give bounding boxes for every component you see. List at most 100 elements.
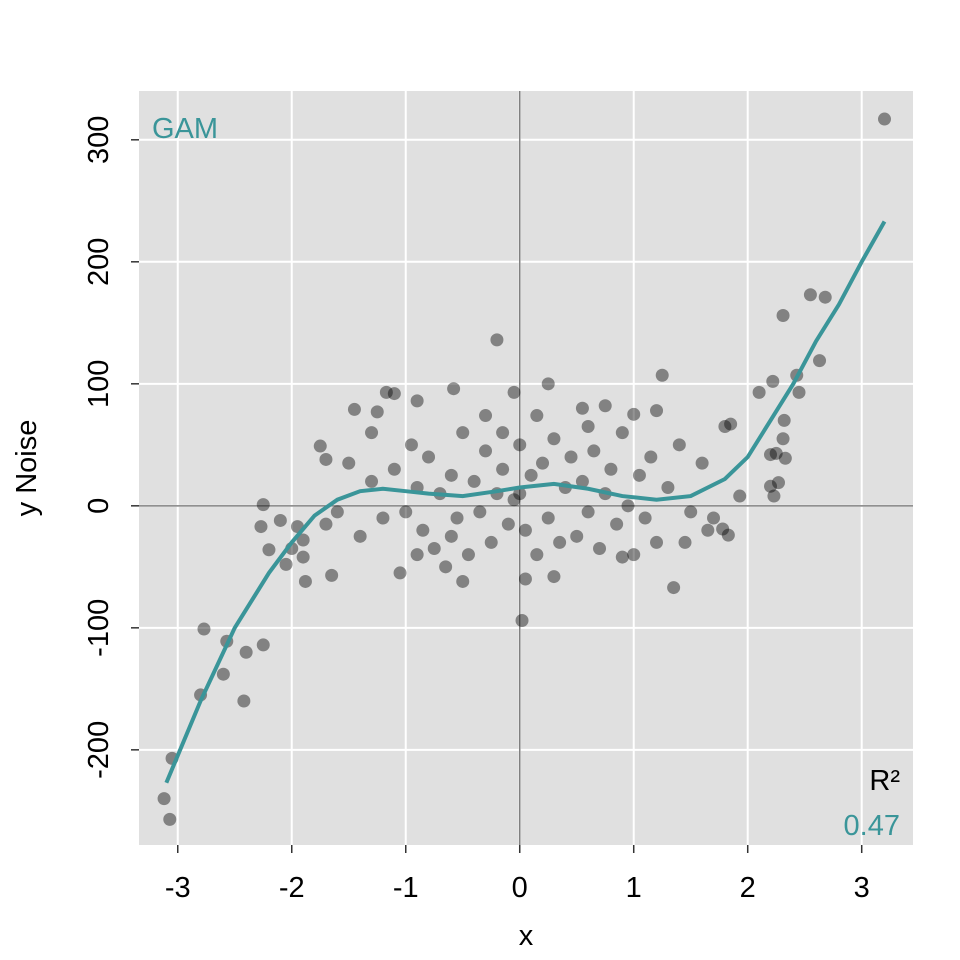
point [404, 438, 418, 452]
point [501, 517, 515, 531]
point [752, 385, 766, 399]
point [621, 499, 635, 513]
point [667, 581, 681, 595]
x-tick-label: -2 [279, 872, 305, 904]
x-tick-label: -1 [393, 872, 419, 904]
point [547, 570, 561, 584]
y-tick-label: 200 [83, 238, 115, 286]
point [507, 385, 521, 399]
point [298, 574, 312, 588]
point [216, 667, 230, 681]
point [254, 520, 268, 534]
point [570, 529, 584, 543]
point [376, 511, 390, 525]
point [410, 394, 424, 408]
point [541, 377, 555, 391]
r2-value: 0.47 [844, 810, 900, 842]
point [515, 614, 529, 628]
point [450, 511, 464, 525]
point [239, 645, 253, 659]
point [776, 432, 790, 446]
point [330, 505, 344, 519]
point [524, 468, 538, 482]
point [365, 426, 379, 440]
x-axis-label: x [519, 920, 534, 952]
point [767, 489, 781, 503]
point [365, 474, 379, 488]
point [644, 450, 658, 464]
x-tick-label: -3 [165, 872, 191, 904]
point [707, 511, 721, 525]
point [370, 405, 384, 419]
point [347, 402, 361, 416]
point [803, 288, 817, 302]
point [518, 523, 532, 537]
point [399, 505, 413, 519]
point [627, 407, 641, 421]
point [610, 517, 624, 531]
point [776, 308, 790, 322]
point [387, 387, 401, 401]
point [163, 812, 177, 826]
point [319, 517, 333, 531]
point [456, 426, 470, 440]
point [777, 413, 791, 427]
point [575, 401, 589, 415]
x-tick-label: 3 [854, 872, 870, 904]
point [279, 557, 293, 571]
point [427, 542, 441, 556]
point [587, 444, 601, 458]
point [387, 462, 401, 476]
point [650, 404, 664, 418]
point [778, 451, 792, 465]
y-tick-label: 300 [83, 116, 115, 164]
point [325, 568, 339, 582]
point [604, 462, 618, 476]
point [792, 385, 806, 399]
point [513, 438, 527, 452]
point [496, 426, 510, 440]
point [530, 548, 544, 562]
point [764, 479, 778, 493]
x-tick-label: 0 [512, 872, 528, 904]
point [724, 417, 738, 431]
point [813, 354, 827, 368]
point [319, 452, 333, 466]
point [256, 638, 270, 652]
point [818, 290, 832, 304]
point [473, 505, 487, 519]
point [650, 535, 664, 549]
point [766, 374, 780, 388]
point [593, 542, 607, 556]
point [379, 385, 393, 399]
point [456, 574, 470, 588]
point [541, 511, 555, 525]
point [701, 523, 715, 537]
x-tick-label: 1 [626, 872, 642, 904]
point [575, 474, 589, 488]
point [615, 550, 629, 564]
point [547, 432, 561, 446]
point [716, 522, 730, 536]
point [447, 382, 461, 396]
point [627, 548, 641, 562]
point [769, 446, 783, 460]
point [444, 529, 458, 543]
plot-background [139, 91, 913, 845]
point [416, 523, 430, 537]
point [536, 456, 550, 470]
point [237, 694, 251, 708]
point [490, 333, 504, 347]
point [615, 426, 629, 440]
point [484, 535, 498, 549]
x-tick-label: 2 [740, 872, 756, 904]
point [553, 535, 567, 549]
point [296, 550, 310, 564]
point [581, 420, 595, 434]
point [632, 468, 646, 482]
y-tick-label: -100 [83, 599, 115, 657]
point [655, 368, 669, 382]
point [496, 462, 510, 476]
